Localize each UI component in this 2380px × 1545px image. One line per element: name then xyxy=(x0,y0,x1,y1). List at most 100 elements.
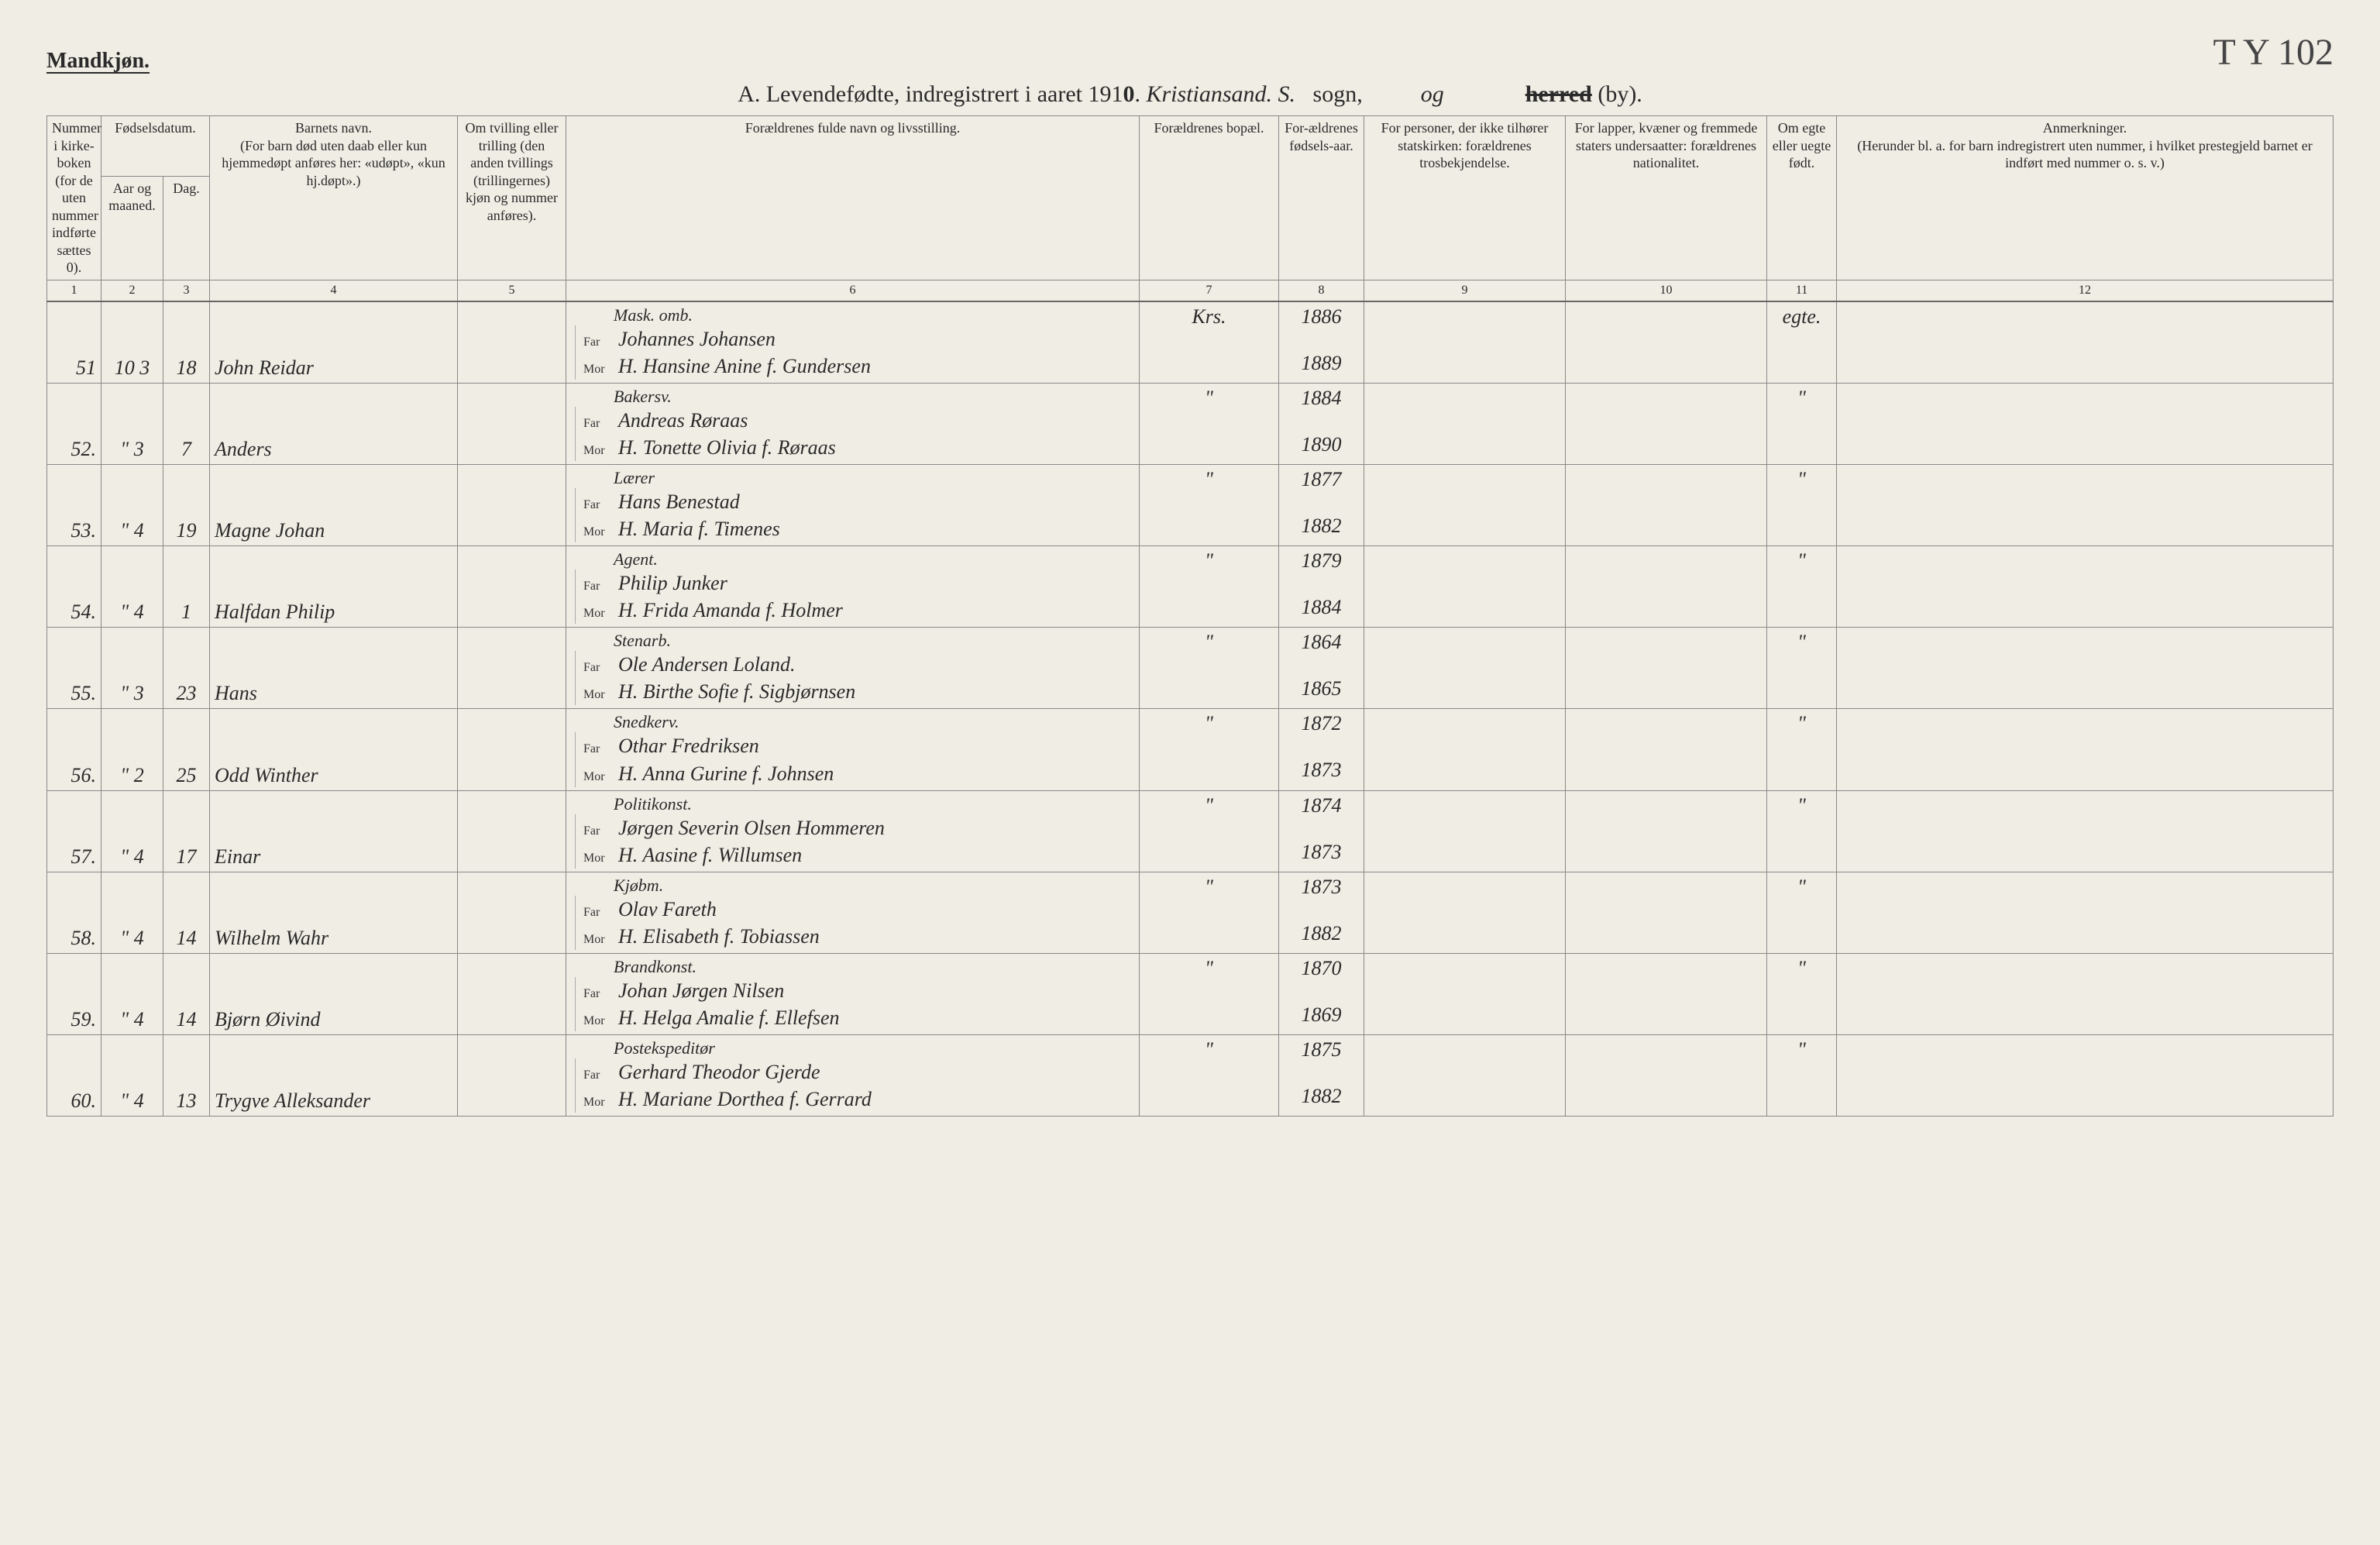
cell-parents: Bakersv.Far Andreas RøraasMor H. Tonette… xyxy=(566,383,1140,464)
cell-ym: 10 3 xyxy=(101,301,163,384)
cell-child: Trygve Alleksander xyxy=(210,1035,458,1117)
cell-child: John Reidar xyxy=(210,301,458,384)
cell-nat xyxy=(1566,709,1767,790)
cell-twin xyxy=(458,872,566,953)
colnum: 9 xyxy=(1364,280,1566,301)
mother-name: H. Elisabeth f. Tobiassen xyxy=(618,925,820,948)
cell-bopel: " xyxy=(1140,709,1279,790)
sogn-label: sogn, xyxy=(1313,81,1363,107)
cell-ym: " 4 xyxy=(101,790,163,872)
cell-anm xyxy=(1837,301,2334,384)
cell-anm xyxy=(1837,709,2334,790)
cell-ym: " 4 xyxy=(101,1035,163,1117)
mother-name: H. Hansine Anine f. Gundersen xyxy=(618,355,871,377)
cell-ym: " 3 xyxy=(101,628,163,709)
mother-name: H. Tonette Olivia f. Røraas xyxy=(618,436,836,459)
cell-tros xyxy=(1364,1035,1566,1117)
mother-name: H. Maria f. Timenes xyxy=(618,518,780,540)
cell-egte: egte. xyxy=(1767,301,1837,384)
far-label: Far xyxy=(583,1067,614,1084)
mandkjon-label: Mandkjøn. xyxy=(46,49,150,74)
cell-nat xyxy=(1566,1035,1767,1117)
cell-num: 60. xyxy=(47,1035,101,1117)
colnum: 5 xyxy=(458,280,566,301)
table-row: 55." 323HansStenarb.Far Ole Andersen Lol… xyxy=(47,628,2334,709)
title-year-digit: 0 xyxy=(1123,81,1135,107)
cell-tros xyxy=(1364,790,1566,872)
cell-nat xyxy=(1566,954,1767,1035)
colnum: 6 xyxy=(566,280,1140,301)
col-header-12: Anmerkninger. (Herunder bl. a. for barn … xyxy=(1837,116,2334,280)
mother-name: H. Frida Amanda f. Holmer xyxy=(618,599,843,621)
hand-annotation: T Y 102 xyxy=(2213,31,2334,74)
father-name: Johan Jørgen Nilsen xyxy=(618,979,784,1002)
cell-bopel: " xyxy=(1140,628,1279,709)
occupation: Mask. omb. xyxy=(571,305,1134,325)
colnum: 1 xyxy=(47,280,101,301)
cell-years: 18701869 xyxy=(1279,954,1364,1035)
cell-twin xyxy=(458,546,566,628)
cell-num: 51 xyxy=(47,301,101,384)
cell-child: Bjørn Øivind xyxy=(210,954,458,1035)
mother-name: H. Helga Amalie f. Ellefsen xyxy=(618,1006,839,1029)
cell-anm xyxy=(1837,872,2334,953)
table-body: 5110 318John ReidarMask. omb.Far Johanne… xyxy=(47,301,2334,1117)
cell-tros xyxy=(1364,301,1566,384)
occupation: Lærer xyxy=(571,468,1134,488)
cell-child: Anders xyxy=(210,383,458,464)
cell-num: 55. xyxy=(47,628,101,709)
colnum: 8 xyxy=(1279,280,1364,301)
cell-bopel: " xyxy=(1140,1035,1279,1117)
cell-day: 1 xyxy=(163,546,210,628)
cell-ym: " 4 xyxy=(101,872,163,953)
cell-child: Odd Winther xyxy=(210,709,458,790)
far-label: Far xyxy=(583,823,614,840)
colnum: 7 xyxy=(1140,280,1279,301)
occupation: Stenarb. xyxy=(571,631,1134,651)
mor-label: Mor xyxy=(583,850,614,867)
colnum: 10 xyxy=(1566,280,1767,301)
mother-name: H. Aasine f. Willumsen xyxy=(618,844,802,866)
colnum: 11 xyxy=(1767,280,1837,301)
cell-years: 18641865 xyxy=(1279,628,1364,709)
cell-parents: Mask. omb.Far Johannes JohansenMor H. Ha… xyxy=(566,301,1140,384)
cell-twin xyxy=(458,383,566,464)
cell-ym: " 4 xyxy=(101,464,163,545)
cell-anm xyxy=(1837,546,2334,628)
mor-label: Mor xyxy=(583,605,614,622)
og-label: og xyxy=(1421,81,1444,107)
cell-anm xyxy=(1837,464,2334,545)
mor-label: Mor xyxy=(583,686,614,704)
col-header-8: For-ældrenes fødsels-aar. xyxy=(1279,116,1364,280)
table-row: 59." 414Bjørn ØivindBrandkonst.Far Johan… xyxy=(47,954,2334,1035)
far-label: Far xyxy=(583,497,614,514)
cell-years: 18741873 xyxy=(1279,790,1364,872)
cell-years: 18751882 xyxy=(1279,1035,1364,1117)
cell-num: 59. xyxy=(47,954,101,1035)
cell-day: 17 xyxy=(163,790,210,872)
cell-twin xyxy=(458,464,566,545)
cell-day: 25 xyxy=(163,709,210,790)
cell-twin xyxy=(458,954,566,1035)
col-header-2b-dag: Dag. xyxy=(163,176,210,280)
mor-label: Mor xyxy=(583,769,614,786)
cell-bopel: " xyxy=(1140,790,1279,872)
cell-ym: " 2 xyxy=(101,709,163,790)
cell-parents: Politikonst.Far Jørgen Severin Olsen Hom… xyxy=(566,790,1140,872)
mor-label: Mor xyxy=(583,524,614,541)
mor-label: Mor xyxy=(583,1094,614,1111)
col-header-9: For personer, der ikke tilhører statskir… xyxy=(1364,116,1566,280)
table-row: 57." 417EinarPolitikonst.Far Jørgen Seve… xyxy=(47,790,2334,872)
cell-ym: " 3 xyxy=(101,383,163,464)
cell-egte: " xyxy=(1767,790,1837,872)
cell-egte: " xyxy=(1767,709,1837,790)
col-header-6: Forældrenes fulde navn og livsstilling. xyxy=(566,116,1140,280)
cell-nat xyxy=(1566,628,1767,709)
col-header-11: Om egte eller uegte født. xyxy=(1767,116,1837,280)
cell-anm xyxy=(1837,628,2334,709)
cell-day: 13 xyxy=(163,1035,210,1117)
occupation: Politikonst. xyxy=(571,794,1134,814)
header-row: Mandkjøn. T Y 102 xyxy=(46,31,2334,74)
occupation: Postekspeditør xyxy=(571,1038,1134,1058)
cell-tros xyxy=(1364,383,1566,464)
